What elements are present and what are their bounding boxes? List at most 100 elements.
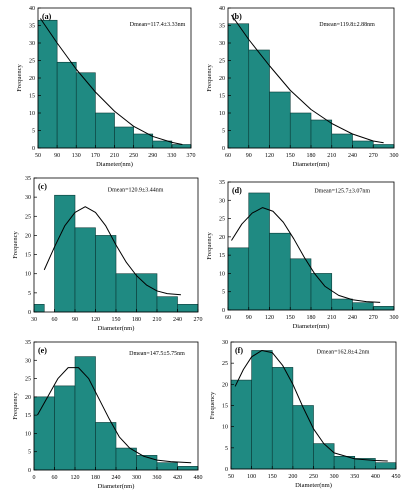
x-tick-label: 180 — [91, 475, 100, 481]
histogram-bar — [177, 304, 199, 313]
y-tick-label: 25 — [25, 377, 31, 383]
x-axis-label: Diameter(nm) — [293, 323, 330, 330]
y-tick-label: 20 — [25, 395, 31, 401]
y-tick-label: 10 — [219, 271, 225, 277]
y-axis-label: Frequency — [206, 232, 213, 260]
dmean-annotation: Dmean=162.8±4.2nm — [317, 350, 370, 356]
histogram-bar — [33, 396, 55, 471]
x-tick-label: 240 — [348, 153, 357, 159]
fit-curve — [231, 207, 381, 303]
x-tick-label: 90 — [72, 317, 78, 323]
y-tick-label: 10 — [29, 111, 35, 117]
fit-curve — [231, 14, 384, 144]
y-tick-label: 20 — [219, 76, 225, 82]
histogram-panel: 0 60 120 180 240 300 360 420 480 0 5 10 15 20 25 30 35 Di… — [12, 340, 203, 490]
y-tick-label: 10 — [25, 272, 31, 278]
histogram-bar — [331, 298, 353, 311]
x-axis-label: Diameter(nm) — [293, 161, 330, 168]
y-tick-label: 5 — [222, 129, 225, 135]
y-tick-label: 5 — [222, 290, 225, 296]
x-tick-label: 90 — [246, 153, 252, 159]
x-tick-label: 300 — [132, 475, 141, 481]
histogram-bar — [331, 133, 353, 149]
y-tick-label: 10 — [219, 111, 225, 117]
y-tick-label: 10 — [25, 431, 31, 437]
x-axis-label: Diameter(nm) — [98, 325, 135, 332]
histogram-bar — [352, 140, 374, 149]
y-axis-label: Frequency — [12, 231, 19, 259]
y-tick-label: 10 — [222, 425, 228, 431]
x-tick-label: 60 — [225, 315, 231, 321]
y-tick-label: 25 — [25, 214, 31, 220]
y-tick-label: 35 — [25, 340, 31, 346]
x-tick-label: 150 — [286, 315, 295, 321]
histogram-bar — [230, 379, 252, 470]
fit-curve — [36, 367, 192, 464]
histogram-bar — [292, 405, 314, 470]
histogram-bar — [310, 273, 333, 311]
y-tick-label: 15 — [25, 253, 31, 259]
x-tick-label: 150 — [286, 153, 295, 159]
x-tick-label: 0 — [33, 475, 36, 481]
y-tick-label: 5 — [32, 129, 35, 135]
y-tick-label: 35 — [219, 180, 225, 186]
y-tick-label: 35 — [219, 24, 225, 30]
x-axis-label: Diameter(nm) — [98, 483, 135, 490]
x-tick-label: 50 — [35, 153, 41, 159]
histogram-bar — [152, 140, 173, 149]
y-tick-label: 5 — [28, 291, 31, 297]
x-tick-label: 90 — [54, 153, 60, 159]
x-tick-label: 210 — [327, 153, 336, 159]
histogram-bar — [136, 273, 158, 313]
histogram-bar — [271, 367, 294, 470]
histogram-panel: 50 100 150 200 250 300 350 400 450 0 5 10 15 20 25 30 Di… — [209, 340, 401, 489]
x-tick-label: 250 — [309, 474, 318, 480]
y-tick-label: 0 — [28, 310, 31, 316]
y-tick-label: 0 — [28, 468, 31, 474]
y-tick-label: 35 — [29, 24, 35, 30]
histogram-bar — [177, 466, 199, 471]
y-tick-label: 15 — [222, 404, 228, 410]
y-axis-label: Frequency — [206, 64, 213, 92]
x-tick-label: 30 — [31, 317, 37, 323]
x-tick-label: 240 — [173, 317, 182, 323]
y-tick-label: 30 — [25, 195, 31, 201]
histogram-bar — [375, 462, 397, 470]
x-tick-label: 450 — [392, 474, 401, 480]
x-tick-label: 180 — [307, 315, 316, 321]
histogram-bar — [248, 192, 270, 311]
x-tick-label: 300 — [390, 153, 399, 159]
y-tick-label: 25 — [29, 59, 35, 65]
x-tick-label: 50 — [228, 474, 234, 480]
y-axis-label: Frequency — [12, 392, 19, 420]
x-tick-label: 250 — [129, 153, 138, 159]
histogram-bar — [33, 304, 45, 313]
histogram-bar — [115, 273, 137, 313]
y-tick-label: 30 — [29, 41, 35, 47]
y-tick-label: 20 — [219, 235, 225, 241]
histogram-bar — [269, 91, 291, 149]
x-tick-label: 130 — [72, 153, 81, 159]
histogram-bar — [75, 72, 96, 149]
histogram-bar — [56, 61, 77, 149]
x-tick-label: 150 — [112, 317, 121, 323]
histogram-panel: 60 90 120 150 180 210 240 270 300 0 5 10 15 20 25 30 35 4… — [206, 6, 399, 168]
histogram-bar — [114, 126, 134, 149]
y-tick-label: 15 — [219, 253, 225, 259]
x-tick-label: 90 — [246, 315, 252, 321]
x-tick-label: 270 — [369, 315, 378, 321]
histogram-bar — [54, 194, 76, 313]
y-tick-label: 30 — [219, 198, 225, 204]
x-tick-label: 210 — [153, 317, 162, 323]
y-tick-label: 35 — [25, 176, 31, 182]
x-tick-label: 420 — [173, 475, 182, 481]
x-tick-label: 120 — [91, 317, 100, 323]
x-tick-label: 360 — [153, 475, 162, 481]
y-tick-label: 25 — [219, 217, 225, 223]
y-tick-label: 30 — [219, 41, 225, 47]
histogram-bar — [227, 247, 250, 311]
histogram-panel: 30 60 90 120 150 180 210 240 270 0 5 10 15 20 25 30 35 Di… — [12, 176, 203, 332]
histogram-bar — [227, 23, 250, 149]
y-tick-label: 25 — [222, 361, 228, 367]
